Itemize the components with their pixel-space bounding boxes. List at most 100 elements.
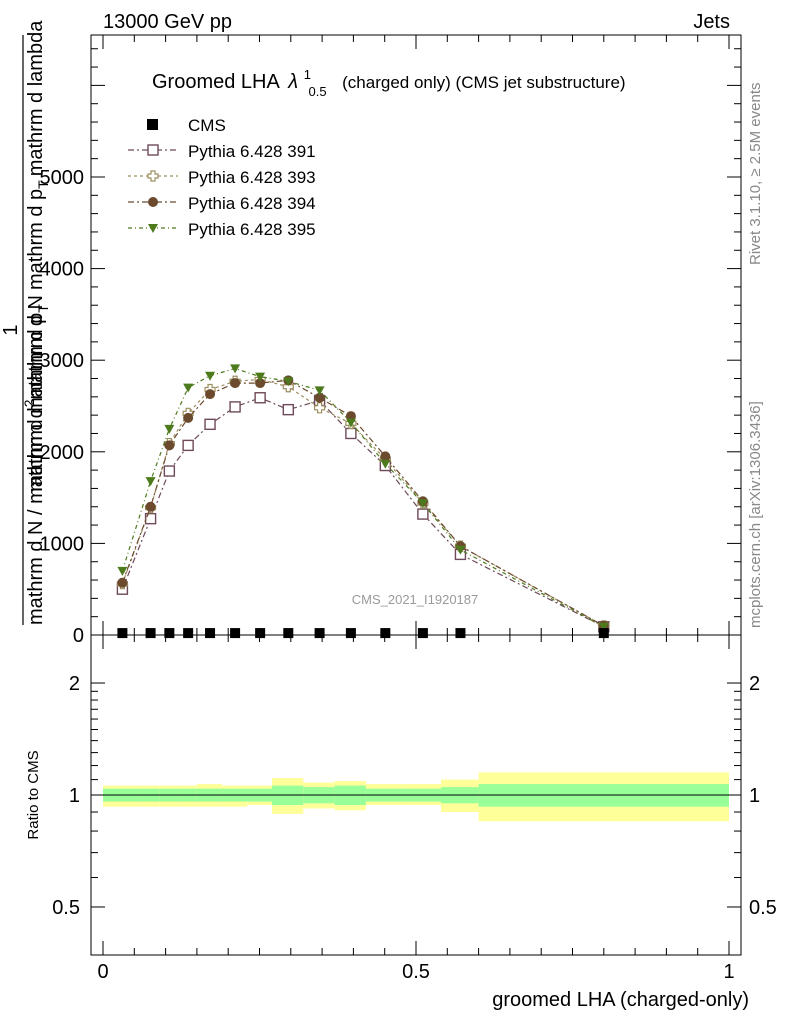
- series-point: [417, 499, 428, 509]
- y-label-inner-num: mathrm d2mathrm d N: [21, 295, 47, 492]
- title-sub: 0.5: [309, 84, 327, 99]
- series-point: [255, 378, 266, 389]
- cms-point: [598, 628, 609, 639]
- series-point: [117, 566, 128, 576]
- series-point: [182, 439, 194, 452]
- series-point: [345, 418, 356, 428]
- y-tick-label: 2000: [40, 442, 85, 464]
- series-point: [205, 389, 216, 400]
- y-label-den: mathrm d N / mathrm d mathrm d pT: [25, 304, 51, 625]
- legend-marker: [148, 197, 158, 207]
- y-tick-label: 3000: [40, 350, 85, 372]
- x-axis-label: groomed LHA (charged-only): [492, 989, 749, 1011]
- legend-marker-cms: [147, 119, 158, 130]
- series-point: [230, 364, 241, 374]
- series-point: [183, 383, 194, 393]
- cms-point: [164, 628, 175, 639]
- y-axis-label: 1 mathrm d N / mathrm d mathrm d pT: [0, 35, 51, 625]
- series-point: [380, 451, 391, 462]
- cms-point: [117, 628, 128, 639]
- x-tick-label: 0.5: [402, 961, 430, 983]
- series-point: [314, 392, 325, 403]
- y-tick-label: 0: [73, 625, 84, 647]
- y-tick-label: 5000: [40, 167, 85, 189]
- series-point: [380, 459, 391, 469]
- ratio-tick-label-left: 1: [69, 785, 80, 807]
- series-point: [598, 622, 609, 632]
- series-line: [121, 367, 605, 628]
- y-label-inner-den: mathrm d pTmathrm d lambda: [25, 20, 51, 290]
- x-tick-label: 0: [97, 961, 108, 983]
- ratio-tick-label-right: 1: [749, 785, 760, 807]
- legend-label: Pythia 6.428 395: [188, 220, 316, 239]
- series-point: [345, 427, 357, 440]
- data-series: [116, 364, 610, 639]
- legend-label: Pythia 6.428 393: [188, 168, 316, 187]
- series-point: [417, 508, 429, 520]
- title-sup: 1: [304, 67, 311, 82]
- series-point: [314, 386, 325, 396]
- y-axis-label-inner: mathrm d2mathrm d N mathrm d pTmathrm d …: [21, 20, 51, 492]
- rivet-label: Rivet 3.1.10, ≥ 2.5M events: [747, 83, 764, 266]
- analysis-watermark: CMS_2021_I1920187: [352, 592, 479, 607]
- legend: CMS Pythia 6.428 391 Pythia 6.428 393 Pythi…: [128, 116, 316, 239]
- series-point: [205, 371, 216, 381]
- axis-ticks: 0 1000 2000 3000 4000 5000 0 0.5 1 0.5 0.5 1 1 2 2: [40, 35, 777, 983]
- title-lambda: λ: [287, 71, 298, 93]
- y-label-num: 1: [0, 324, 22, 335]
- legend-label-cms: CMS: [188, 116, 226, 135]
- series-point: [183, 412, 194, 423]
- series-point: [117, 577, 128, 588]
- legend-marker: [147, 144, 159, 156]
- series-line: [121, 397, 605, 628]
- header-left: 13000 GeV pp: [103, 11, 232, 33]
- cms-point: [205, 628, 216, 639]
- cms-point: [314, 628, 325, 639]
- legend-label: Pythia 6.428 391: [188, 142, 316, 161]
- cms-point: [455, 628, 466, 639]
- header-right: Jets: [693, 11, 730, 33]
- cms-point: [417, 628, 428, 639]
- series-point: [145, 501, 156, 512]
- series-point: [283, 377, 294, 387]
- series-point: [254, 392, 266, 404]
- series-point: [164, 424, 175, 434]
- legend-marker: [148, 224, 158, 233]
- series-point: [455, 545, 466, 555]
- series-point: [255, 372, 266, 382]
- series-point: [145, 477, 156, 487]
- series-point: [164, 440, 175, 451]
- cms-point: [230, 628, 241, 639]
- ratio-tick-label-right: 2: [749, 673, 760, 695]
- series-point: [204, 418, 216, 431]
- legend-label: Pythia 6.428 394: [188, 194, 316, 213]
- ratio-tick-label-left: 0.5: [52, 897, 80, 919]
- series-point: [282, 403, 294, 416]
- x-tick-label: 1: [723, 961, 734, 983]
- mcplots-label: mcplots.cern.ch [arXiv:1306.3436]: [747, 401, 764, 628]
- series-line: [121, 379, 605, 627]
- y-tick-label: 4000: [40, 259, 85, 281]
- cms-point: [283, 628, 294, 639]
- series-point: [163, 465, 176, 477]
- plot-title: Groomed LHA λ 1 0.5 (charged only) (CMS …: [152, 62, 626, 101]
- series-line: [121, 378, 605, 627]
- title-main: Groomed LHA: [152, 71, 280, 93]
- cms-point: [380, 628, 391, 639]
- cms-point: [345, 628, 356, 639]
- ratio-tick-label-right: 0.5: [749, 897, 777, 919]
- series-point: [313, 402, 326, 414]
- series-point: [229, 401, 241, 413]
- series-point: [144, 512, 157, 525]
- ratio-tick-label-left: 2: [69, 673, 80, 695]
- legend-marker: [147, 170, 159, 182]
- cms-point: [183, 628, 194, 639]
- cms-point: [255, 628, 266, 639]
- ratio-uncertainty-bands: [103, 772, 729, 822]
- cms-point: [145, 628, 156, 639]
- ratio-y-label: Ratio to CMS: [25, 750, 42, 839]
- y-tick-label: 1000: [40, 533, 85, 555]
- series-point: [230, 378, 241, 389]
- title-tail: (charged only) (CMS jet substructure): [342, 73, 625, 92]
